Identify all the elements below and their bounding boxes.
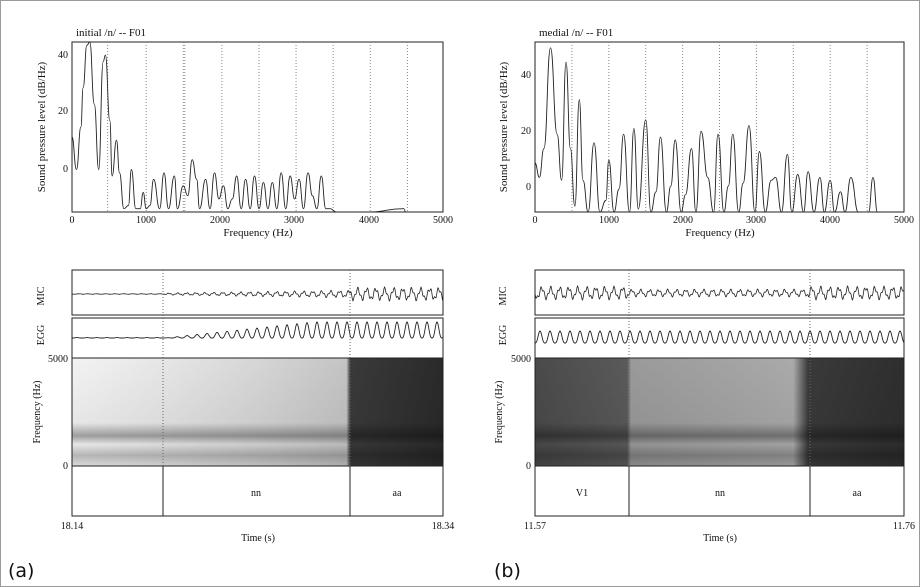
spectrum-series-a (72, 42, 412, 212)
time-end-a: 18.34 (432, 521, 455, 532)
spectrum-ylabel-b: Sound pressure level (dB/Hz) (498, 61, 510, 192)
spectrum-series-b (535, 47, 878, 212)
spectrum-xlabel-a: Frequency (Hz) (223, 227, 293, 239)
x-tick-2000-a: 2000 (210, 215, 230, 226)
time-start-b: 11.57 (524, 521, 546, 532)
spectrum-line-b (535, 47, 878, 212)
x-tick-labels-b: 0 1000 2000 3000 4000 5000 (533, 215, 915, 226)
x-tick-3000-a: 3000 (284, 215, 304, 226)
y-tick-40-b: 40 (521, 70, 531, 81)
freq-min-b: 0 (526, 461, 531, 472)
spectrum-title-b: medial /n/ -- F01 (539, 27, 613, 39)
panel-a: initial /n/ -- F01 Frequency (Hz) Sound … (8, 27, 454, 582)
panel-letter-a: (a) (8, 560, 34, 582)
panel-letter-b: (b) (494, 560, 521, 582)
mic-label-b: MIC (498, 286, 509, 305)
spectrum-xlabel-b: Frequency (Hz) (685, 227, 755, 239)
segment-2-a: aa (393, 488, 402, 499)
segment-2-b: aa (853, 488, 862, 499)
spectrum-chart-a: initial /n/ -- F01 Frequency (Hz) Sound … (36, 27, 453, 239)
mic-waveform-a (71, 286, 444, 302)
egg-label-a: EGG (36, 325, 47, 346)
freq-max-b: 5000 (511, 354, 531, 365)
x-tick-5000-a: 5000 (433, 215, 453, 226)
egg-waveform-b (535, 330, 905, 344)
spectrum-gridlines-b (571, 42, 868, 212)
spectrum-ylabel-a: Sound pressure level (dB/Hz) (36, 61, 48, 192)
freq-ylabel-b: Frequency (Hz) (494, 380, 505, 443)
y-tick-0-a: 0 (63, 164, 68, 175)
freq-min-a: 0 (63, 461, 68, 472)
segment-1-a: nn (251, 488, 261, 499)
time-label-a: Time (s) (241, 533, 275, 544)
time-end-b: 11.76 (893, 521, 915, 532)
freq-max-a: 5000 (48, 354, 68, 365)
signal-panel-a: MIC EGG 5000 0 Frequency (Hz) nn aa 18.1… (32, 269, 455, 544)
segment-1-b: nn (715, 488, 725, 499)
spectrogram-bands-a (72, 358, 443, 466)
mic-label-a: MIC (36, 286, 47, 305)
spectrum-line-a (72, 42, 412, 212)
y-tick-labels-a: 0 20 40 (58, 50, 68, 175)
signal-panel-b: MIC EGG 5000 0 Frequency (Hz) V1 nn aa 1… (494, 269, 915, 544)
spectrum-plot-frame-a (71, 41, 444, 213)
mic-waveform-b (534, 285, 905, 301)
y-tick-0-b: 0 (526, 182, 531, 193)
x-tick-1000-a: 1000 (136, 215, 156, 226)
y-tick-40-a: 40 (58, 50, 68, 61)
y-tick-20-b: 20 (521, 126, 531, 137)
y-tick-20-a: 20 (58, 106, 68, 117)
x-tick-labels-a: 0 1000 2000 3000 4000 5000 (70, 215, 454, 226)
segment-tier-b (534, 465, 905, 517)
segment-tier-a (71, 465, 444, 517)
egg-label-b: EGG (498, 325, 509, 346)
x-tick-3000-b: 3000 (746, 215, 766, 226)
x-tick-0-b: 0 (533, 215, 538, 226)
x-tick-0-a: 0 (70, 215, 75, 226)
y-tick-labels-b: 0 20 40 (521, 70, 531, 193)
spectrogram-bands-b (535, 358, 904, 466)
egg-waveform-a (72, 321, 444, 339)
time-label-b: Time (s) (703, 533, 737, 544)
x-tick-1000-b: 1000 (599, 215, 619, 226)
x-tick-2000-b: 2000 (673, 215, 693, 226)
x-tick-4000-b: 4000 (820, 215, 840, 226)
panel-b: medial /n/ -- F01 Frequency (Hz) Sound p… (494, 27, 915, 582)
spectrum-gridlines-a (107, 42, 408, 212)
time-start-a: 18.14 (61, 521, 84, 532)
freq-ylabel-a: Frequency (Hz) (32, 380, 43, 443)
x-tick-5000-b: 5000 (894, 215, 914, 226)
x-tick-4000-a: 4000 (359, 215, 379, 226)
segment-0-b: V1 (576, 488, 588, 499)
spectrum-title-a: initial /n/ -- F01 (76, 27, 146, 39)
egg-track-b (534, 317, 905, 359)
spectrum-chart-b: medial /n/ -- F01 Frequency (Hz) Sound p… (498, 27, 914, 239)
